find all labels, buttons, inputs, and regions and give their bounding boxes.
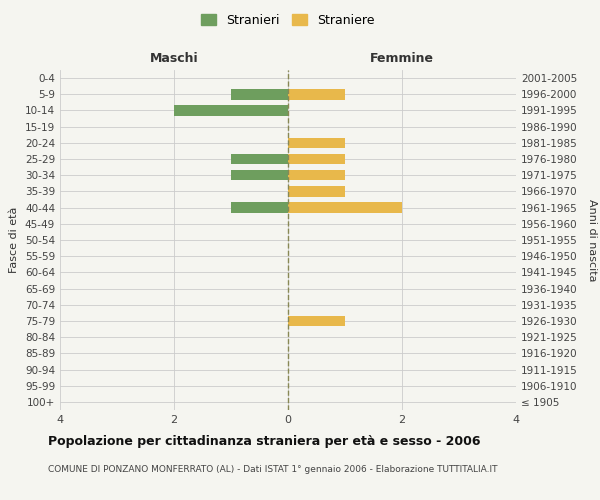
Bar: [288, 316, 345, 326]
Bar: [288, 186, 345, 196]
Bar: [288, 154, 345, 164]
Y-axis label: Fasce di età: Fasce di età: [10, 207, 19, 273]
Bar: [231, 202, 288, 213]
Text: Popolazione per cittadinanza straniera per età e sesso - 2006: Popolazione per cittadinanza straniera p…: [48, 435, 481, 448]
Text: Maschi: Maschi: [149, 52, 199, 65]
Bar: [231, 154, 288, 164]
Bar: [174, 105, 288, 116]
Legend: Stranieri, Straniere: Stranieri, Straniere: [196, 8, 380, 32]
Bar: [231, 89, 288, 100]
Y-axis label: Anni di nascita: Anni di nascita: [587, 198, 597, 281]
Bar: [288, 89, 345, 100]
Bar: [288, 138, 345, 148]
Text: Femmine: Femmine: [370, 52, 434, 65]
Bar: [288, 202, 402, 213]
Bar: [288, 170, 345, 180]
Text: COMUNE DI PONZANO MONFERRATO (AL) - Dati ISTAT 1° gennaio 2006 - Elaborazione TU: COMUNE DI PONZANO MONFERRATO (AL) - Dati…: [48, 465, 497, 474]
Bar: [231, 170, 288, 180]
